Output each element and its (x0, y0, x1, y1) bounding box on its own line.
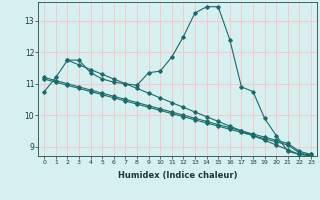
X-axis label: Humidex (Indice chaleur): Humidex (Indice chaleur) (118, 171, 237, 180)
